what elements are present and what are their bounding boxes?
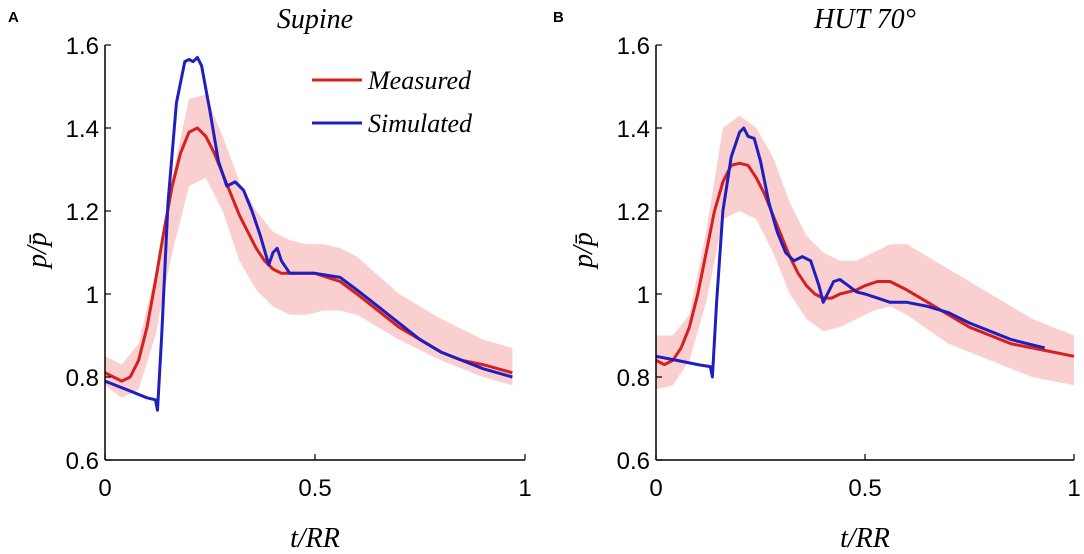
- panel-label-a: A: [8, 9, 19, 26]
- confidence-band-a: [105, 94, 513, 398]
- x-ticks-a: 0 0.5 1: [98, 454, 532, 502]
- x-tick-label: 0.5: [298, 475, 331, 502]
- x-axis-label-b: t/RR: [840, 523, 890, 554]
- legend-label-measured: Measured: [367, 66, 472, 95]
- series-line-simulated-a: [104, 55, 513, 412]
- series-line-measured-a: [104, 126, 513, 383]
- x-tick-label: 1: [1067, 475, 1080, 502]
- y-tick-label: 1: [637, 282, 650, 309]
- series-layer-a: [104, 55, 513, 412]
- x-tick-label: 0.5: [848, 475, 881, 502]
- chart-panel-b: B HUT 70° 0.60.811.21.41.6 0 0.5 1 t/RR p/…: [553, 4, 1081, 554]
- x-tick-label: 0: [649, 475, 662, 502]
- chart-title-a: Supine: [277, 4, 353, 35]
- legend: Measured Simulated: [312, 66, 473, 138]
- y-axis-label-a: p/p̄: [22, 232, 53, 270]
- x-tick-label: 1: [518, 475, 531, 502]
- x-tick-label: 0: [98, 475, 111, 502]
- y-tick-label: 1.4: [617, 116, 650, 143]
- y-tick-label: 0.8: [66, 365, 99, 392]
- panel-label-b: B: [553, 9, 564, 26]
- y-ticks-b: 0.6 0.8 1 1.2 1.4 1.6: [617, 33, 662, 475]
- y-axis-label-b: p/p̄: [568, 232, 599, 270]
- y-tick-label: 0.6: [617, 448, 650, 475]
- legend-label-simulated: Simulated: [368, 109, 473, 138]
- y-tick-label: 1: [86, 282, 99, 309]
- y-tick-label: 1.6: [66, 33, 99, 60]
- chart-panel-a: A Supine 0.60.811.21.41.6 0 0.5 1 t/RR p/p…: [8, 4, 532, 554]
- y-tick-label: 0.6: [66, 448, 99, 475]
- series-layer-b: [655, 126, 1075, 379]
- y-tick-label: 0.8: [617, 365, 650, 392]
- y-ticks-a: 0.6 0.8 1 1.2 1.4 1.6: [66, 33, 111, 475]
- band-layer-a: [105, 94, 513, 398]
- chart-title-b: HUT 70°: [813, 4, 916, 35]
- y-tick-label: 1.2: [66, 199, 99, 226]
- y-tick-label: 1.2: [617, 199, 650, 226]
- x-ticks-b: 0 0.5 1: [649, 454, 1081, 502]
- series-line-measured-b: [655, 161, 1075, 367]
- y-tick-label: 1.6: [617, 33, 650, 60]
- y-tick-label: 1.4: [66, 116, 99, 143]
- x-axis-label-a: t/RR: [290, 523, 340, 554]
- series-line-simulated-b: [655, 126, 1046, 379]
